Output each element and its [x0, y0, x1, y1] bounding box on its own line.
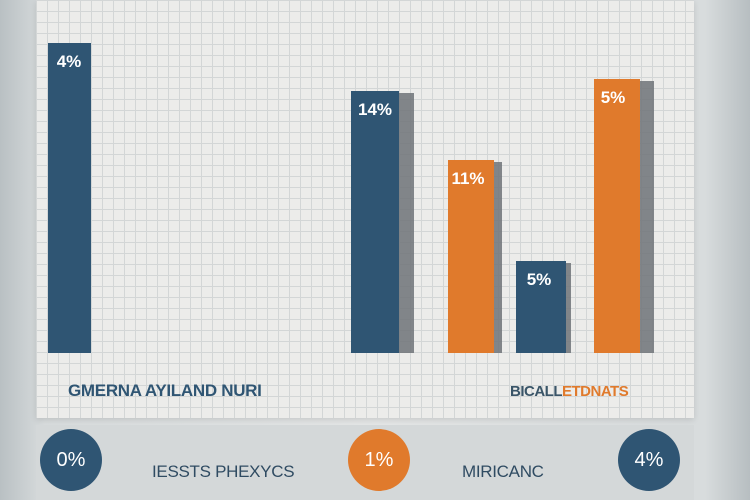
- bar-shadow-2: [399, 93, 414, 353]
- bar-label-4: 5%: [527, 270, 552, 289]
- legend-right-part2: ETDNATS: [562, 383, 629, 400]
- bar-1: [48, 43, 91, 353]
- legend-right-part1: BICALL: [510, 383, 563, 400]
- bar-chart: 4% 14% 11% 5% 5%: [48, 43, 654, 353]
- stat-circle-1: 0%: [40, 429, 102, 491]
- stat-circle-3: 4%: [618, 429, 680, 491]
- bar-4: [516, 261, 566, 353]
- bar-shadow-4: [566, 263, 571, 353]
- bar-3: [448, 160, 494, 353]
- bar-label-3: 11%: [451, 169, 484, 188]
- bar-label-2: 14%: [358, 100, 392, 119]
- bar-shadow-5: [640, 81, 654, 353]
- stat-text-2: MIRICANC: [462, 462, 544, 481]
- stat-text-1: IESSTS PHEXYCS: [152, 462, 295, 481]
- stat-circle-2: 1%: [348, 429, 410, 491]
- bar-label-1: 4%: [57, 52, 82, 71]
- legend-left-label: GMERNA AYILAND NURI: [68, 381, 262, 400]
- bar-shadow-3: [494, 162, 502, 353]
- bar-label-5: 5%: [601, 88, 626, 107]
- chart-panel: 4% 14% 11% 5% 5%: [36, 0, 694, 418]
- bar-5: [594, 79, 640, 353]
- bar-2: [351, 91, 399, 353]
- legend-right-label: BICALLETDNATS: [510, 383, 629, 400]
